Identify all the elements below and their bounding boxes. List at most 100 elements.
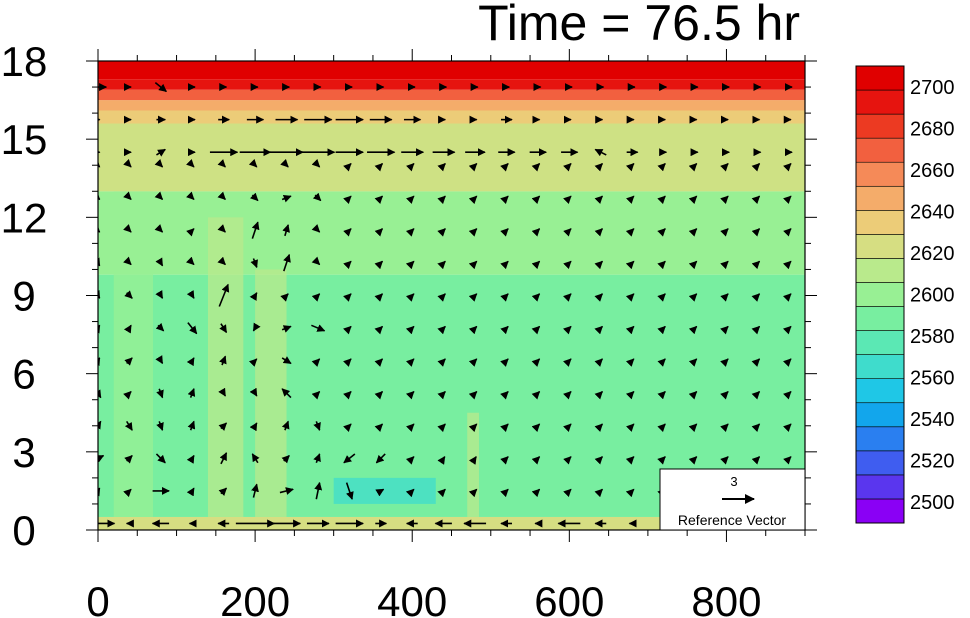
wind-vector [657, 325, 666, 335]
wind-vector [249, 292, 258, 301]
wind-vector [281, 455, 290, 464]
wind-vector [185, 158, 195, 168]
wind-vector [311, 358, 321, 367]
wind-vector [437, 228, 446, 237]
wind-vector [625, 163, 635, 172]
wind-vector [124, 290, 133, 299]
wind-vector [281, 420, 290, 431]
wind-vector [312, 192, 322, 202]
wind-vector [437, 390, 446, 400]
wind-vector [405, 488, 415, 498]
wind-vector [720, 163, 729, 172]
wind-vector [468, 488, 478, 498]
wind-vector [625, 228, 635, 237]
wind-vector [185, 191, 195, 201]
wind-vector [688, 325, 698, 335]
wind-vector [625, 195, 635, 205]
wind-vector [563, 488, 572, 498]
wind-vector [563, 325, 572, 335]
reference-vector-value: 3 [730, 474, 737, 489]
wind-vector [281, 388, 292, 399]
wind-vector [374, 293, 384, 302]
wind-vector [217, 256, 226, 266]
wind-vector [783, 390, 792, 400]
wind-vector [280, 293, 289, 302]
colorbar-label: 2580 [910, 326, 955, 348]
wind-vector [98, 420, 102, 430]
field-patch [98, 123, 805, 192]
colorbar-label: 2540 [910, 409, 955, 431]
wind-vector [345, 482, 354, 500]
wind-vector [657, 228, 666, 237]
wind-vector [283, 253, 291, 272]
wind-vector [594, 390, 603, 400]
wind-vector [279, 487, 294, 495]
wind-vector [720, 325, 729, 335]
wind-vector [156, 388, 164, 399]
wind-vector [154, 191, 164, 201]
wind-vector [594, 358, 603, 367]
colorbar-swatch [855, 137, 905, 163]
wind-vector [720, 423, 729, 433]
wind-vector [311, 324, 326, 332]
wind-vector [688, 228, 698, 237]
wind-vector [594, 293, 603, 302]
colorbar-swatch [855, 258, 905, 283]
colorbar-swatch [855, 113, 905, 139]
contour-field [98, 61, 805, 530]
wind-vector [531, 195, 541, 205]
y-tick-label: 12 [1, 194, 48, 241]
wind-vector [311, 256, 321, 266]
wind-vector [405, 423, 415, 433]
wind-vector [563, 228, 572, 237]
wind-vector [625, 358, 635, 367]
wind-vector [282, 224, 290, 237]
wind-vector [468, 163, 478, 172]
wind-vector [783, 325, 792, 335]
reference-vector-label: Reference Vector [678, 512, 787, 528]
field-band [98, 61, 805, 80]
wind-vector [531, 260, 541, 270]
wind-vector [374, 163, 384, 172]
wind-vector [124, 455, 133, 464]
wind-vector [594, 195, 603, 205]
wind-vector [98, 191, 101, 201]
wind-vector [186, 290, 195, 299]
wind-vector [437, 488, 446, 498]
wind-vector [531, 163, 541, 172]
colorbar-label: 2560 [910, 368, 955, 390]
wind-vector [688, 456, 698, 465]
wind-vector [155, 257, 164, 267]
wind-vector [218, 387, 227, 397]
colorbar-swatch [855, 306, 905, 331]
wind-vector [249, 422, 258, 432]
wind-vector [531, 456, 541, 465]
x-tick-label: 400 [377, 578, 447, 618]
wind-vector [751, 163, 761, 172]
wind-vector [437, 195, 446, 205]
wind-vector [720, 390, 729, 400]
wind-vector [374, 195, 384, 205]
wind-vector [751, 325, 761, 335]
wind-vector [249, 192, 259, 202]
wind-vector [98, 158, 101, 168]
wind-vector [311, 390, 321, 400]
wind-vector [155, 453, 166, 464]
wind-vector [249, 387, 258, 397]
wind-vector [657, 456, 666, 465]
wind-vector [186, 357, 195, 367]
x-tick-label: 600 [534, 578, 604, 618]
wind-vector [374, 390, 384, 400]
wind-vector [280, 158, 289, 168]
y-tick-label: 0 [12, 507, 35, 554]
wind-vector [594, 325, 603, 335]
colorbar-swatch [855, 426, 905, 452]
wind-vector [563, 390, 572, 400]
wind-vector [594, 488, 603, 498]
wind-vector [468, 228, 478, 237]
field-band [98, 191, 805, 275]
wind-vector [217, 158, 226, 168]
field-patch [207, 217, 244, 517]
wind-vector [405, 293, 415, 302]
wind-vector [251, 453, 260, 464]
